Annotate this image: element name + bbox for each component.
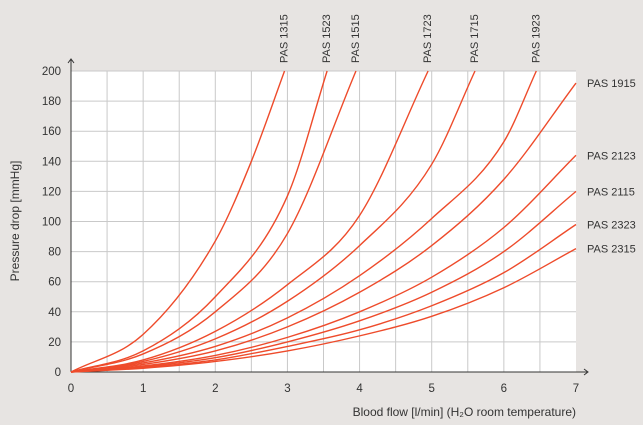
y-tick-label: 80 — [48, 247, 61, 259]
y-tick-label: 140 — [42, 156, 61, 168]
x-tick-label: 5 — [429, 383, 435, 395]
series-line — [70, 190, 577, 373]
y-tick-label: 180 — [42, 96, 61, 108]
series-line — [70, 82, 577, 373]
series-line — [70, 70, 476, 373]
x-tick-label: 4 — [356, 383, 363, 395]
y-tick-label: 120 — [42, 186, 61, 198]
y-tick-label: 0 — [55, 367, 61, 379]
series-label: PAS 1723 — [422, 14, 434, 63]
series-label: PAS 1315 — [279, 14, 291, 63]
series-label: PAS 2323 — [587, 220, 636, 232]
x-tick-label: 1 — [140, 383, 146, 395]
series-label: PAS 1523 — [321, 14, 333, 63]
x-tick-label: 3 — [284, 383, 290, 395]
series-label: PAS 2123 — [587, 150, 636, 162]
series-label: PAS 1515 — [350, 14, 362, 63]
y-axis-title: Pressure drop [mmHg] — [8, 161, 22, 282]
y-tick-label: 200 — [42, 66, 61, 78]
y-axis-arrow — [67, 58, 75, 64]
y-tick-label: 40 — [48, 307, 61, 319]
series-labels: PAS 1315 PAS 1523 PAS 1515 PAS 1723 PAS 1715… — [279, 14, 636, 255]
series-line — [70, 223, 577, 373]
axes: 0 1 2 3 4 5 6 7 0 20 40 60 80 100 120 140 160 180 200 — [42, 58, 589, 395]
series-group — [70, 70, 577, 373]
series-line — [70, 70, 286, 373]
y-tick-label: 160 — [42, 126, 61, 138]
series-line — [70, 154, 577, 373]
y-tick-label: 100 — [42, 217, 61, 229]
x-axis-arrow — [583, 368, 589, 376]
x-tick-label: 7 — [573, 383, 579, 395]
series-label: PAS 1715 — [469, 14, 481, 63]
y-tick-label: 60 — [48, 277, 61, 289]
x-tick-label: 0 — [68, 383, 74, 395]
series-line — [70, 70, 328, 373]
y-tick-label: 20 — [48, 337, 61, 349]
series-label: PAS 2315 — [587, 244, 636, 256]
series-label: PAS 1915 — [587, 78, 636, 90]
series-label: PAS 2115 — [587, 186, 635, 198]
x-tick-label: 2 — [212, 383, 218, 395]
series-line — [70, 70, 537, 373]
x-tick-label: 6 — [501, 383, 507, 395]
x-axis-title: Blood flow [l/min] (H₂O room temperature… — [353, 405, 576, 419]
series-line — [70, 70, 357, 373]
series-label: PAS 1923 — [530, 14, 542, 63]
series-line — [70, 70, 429, 373]
series-line — [70, 247, 577, 373]
